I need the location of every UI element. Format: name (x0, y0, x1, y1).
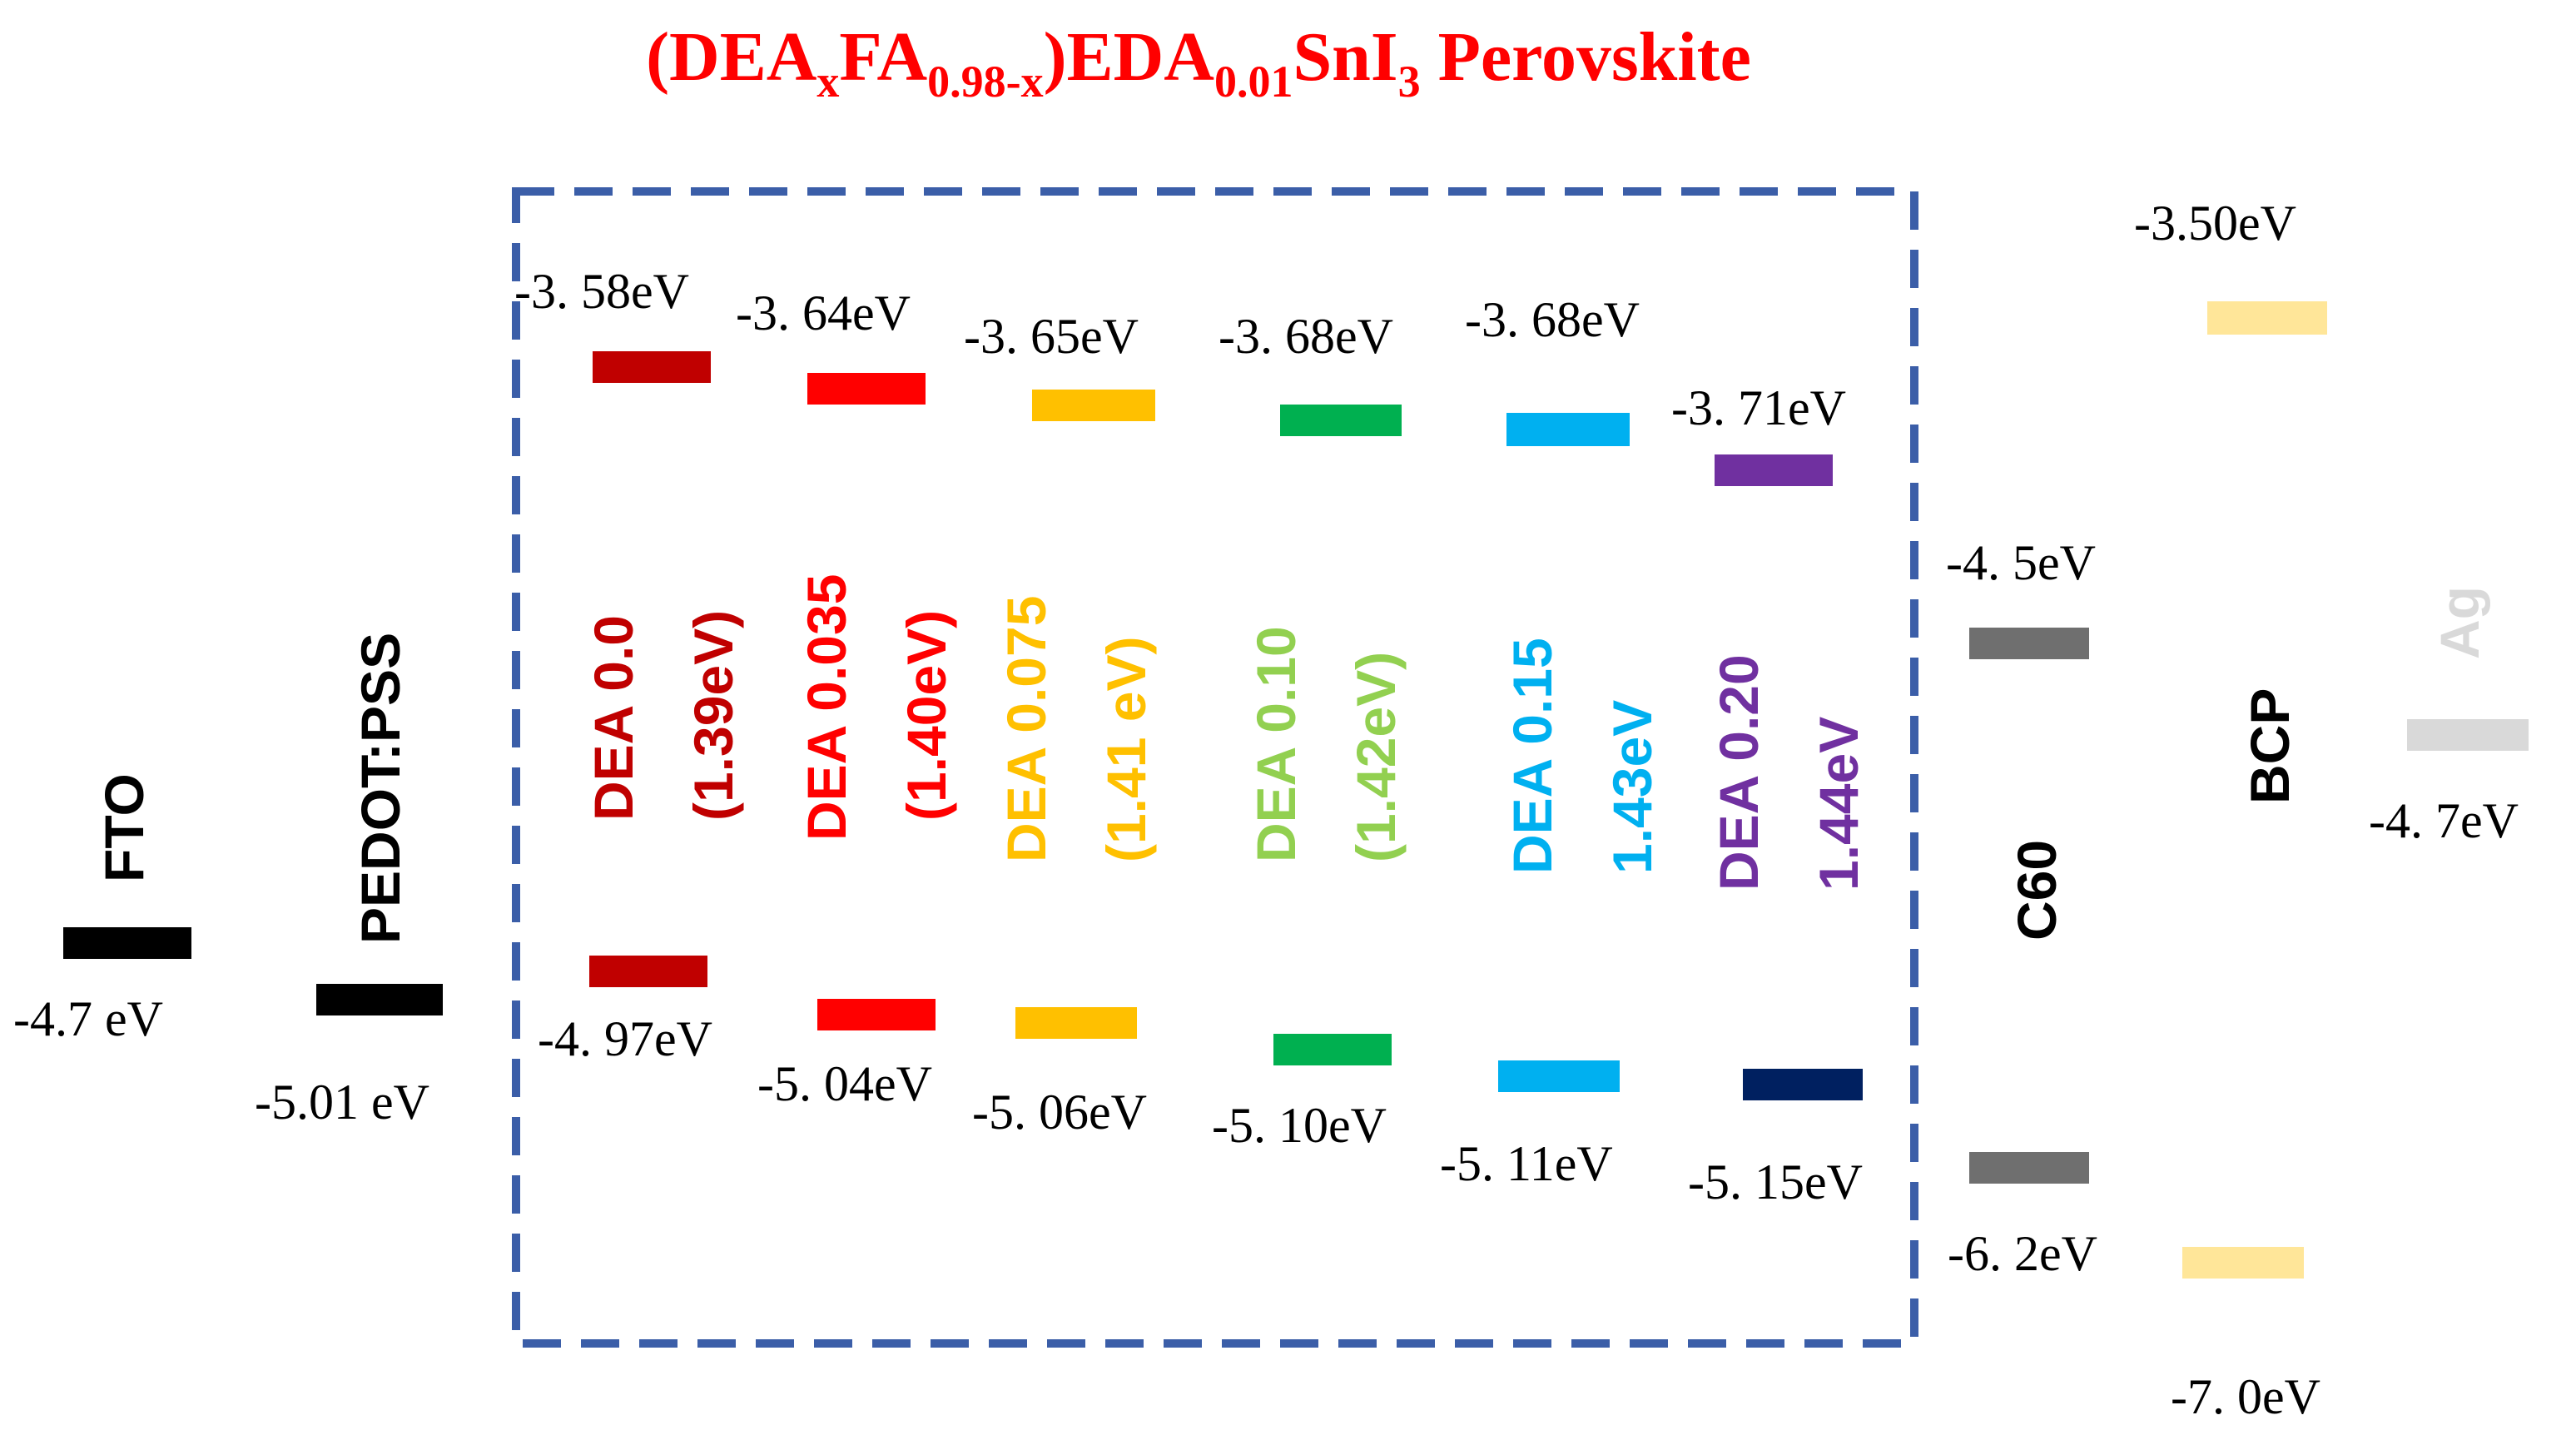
dea-0-10-vb-label: -5. 10eV (1212, 1098, 1387, 1153)
bcp-cb-label: -3.50eV (2134, 196, 2296, 251)
dea-0-10-name: DEA 0.10 (1245, 626, 1307, 862)
dea-0-075-cb-label: -3. 65eV (964, 309, 1139, 364)
dea-0-20-vb-label: -5. 15eV (1688, 1154, 1863, 1209)
dea-0-075-vb-label: -5. 06eV (972, 1085, 1147, 1140)
dea-0-20-cb-label: -3. 71eV (1671, 380, 1846, 435)
bcp-cb-bar (2207, 301, 2327, 335)
ag-label: Ag (2429, 586, 2490, 659)
dea-0-075-name: DEA 0.075 (995, 596, 1057, 862)
ag-level-bar (2407, 719, 2529, 751)
c60-label: C60 (2006, 840, 2067, 941)
dea-0-10-gap: (1.42eV) (1345, 652, 1407, 862)
c60-cb-label: -4. 5eV (1946, 535, 2096, 590)
dea-0-075-cb-bar (1032, 390, 1155, 421)
dea-0-035-vb-bar (817, 999, 936, 1030)
dea-0-20-cb-bar (1715, 454, 1833, 486)
dea-0-20-vb-bar (1743, 1069, 1863, 1100)
dea-0-075-gap: (1.41 eV) (1095, 637, 1157, 862)
dea-0-0-gap: (1.39eV) (682, 610, 744, 821)
dea-0-15-vb-label: -5. 11eV (1440, 1136, 1613, 1191)
bcp-vb-bar (2182, 1247, 2304, 1279)
ag-level-label: -4. 7eV (2369, 793, 2519, 848)
dea-0-035-name: DEA 0.035 (796, 574, 857, 841)
dea-0-20-gap: 1.44eV (1808, 717, 1869, 891)
dea-0-0-cb-label: -3. 58eV (514, 264, 689, 319)
dea-0-035-vb-label: -5. 04eV (757, 1056, 932, 1111)
dea-0-0-vb-label: -4. 97eV (538, 1011, 712, 1066)
c60-cb-bar (1969, 628, 2089, 659)
dea-0-15-name: DEA 0.15 (1501, 638, 1563, 874)
dea-0-10-vb-bar (1273, 1034, 1392, 1065)
dea-0-20-name: DEA 0.20 (1708, 654, 1769, 891)
fto-level-label: -4.7 eV (13, 991, 163, 1046)
dea-0-035-cb-label: -3. 64eV (736, 286, 911, 340)
dea-0-0-cb-bar (593, 351, 711, 383)
dea-0-10-cb-bar (1280, 405, 1402, 436)
fto-label: FTO (93, 773, 155, 882)
fto-level-bar (63, 927, 191, 959)
bcp-vb-label: -7. 0eV (2171, 1369, 2320, 1424)
perovskite-frame (512, 187, 1918, 1348)
pedot-label: PEDOT:PSS (350, 633, 411, 944)
dea-0-0-vb-bar (589, 956, 707, 987)
pedot-level-label: -5.01 eV (255, 1075, 429, 1130)
dea-0-035-gap: (1.40eV) (896, 610, 957, 821)
pedot-level-bar (316, 984, 443, 1015)
dea-0-15-gap: 1.43eV (1601, 700, 1663, 874)
diagram-title: (DEAxFA0.98-x)EDA0.01SnI3 Perovskite (646, 18, 1751, 107)
dea-0-0-name: DEA 0.0 (583, 615, 644, 821)
dea-0-15-vb-bar (1498, 1060, 1620, 1092)
dea-0-15-cb-label: -3. 68eV (1465, 292, 1640, 347)
dea-0-035-cb-bar (807, 373, 926, 405)
c60-vb-label: -6. 2eV (1948, 1226, 2097, 1281)
dea-0-15-cb-bar (1506, 413, 1630, 446)
c60-vb-bar (1969, 1152, 2089, 1184)
bcp-label: BCP (2239, 688, 2301, 804)
dea-0-075-vb-bar (1015, 1007, 1137, 1039)
dea-0-10-cb-label: -3. 68eV (1219, 309, 1393, 364)
